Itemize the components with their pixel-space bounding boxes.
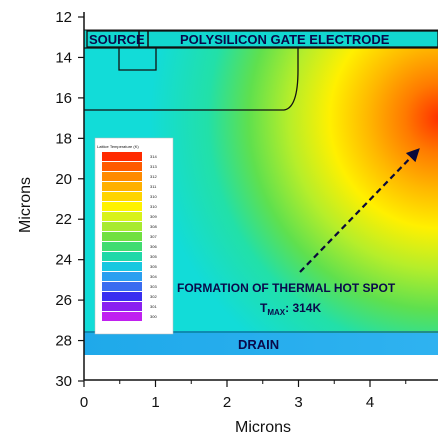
x-tick-label: 1 — [151, 394, 159, 411]
x-tick-label: 2 — [223, 394, 231, 411]
legend-swatch — [102, 182, 142, 191]
legend-value: 301 — [150, 304, 157, 309]
legend-swatch — [102, 302, 142, 311]
legend-value: 304 — [150, 274, 157, 279]
y-tick-label: 18 — [55, 130, 72, 147]
x-tick-label: 0 — [80, 394, 88, 411]
legend-swatch — [102, 232, 142, 241]
y-tick-label: 12 — [55, 9, 72, 26]
y-tick-label: 28 — [55, 333, 72, 350]
legend-value: 308 — [150, 224, 157, 229]
legend-swatch — [102, 272, 142, 281]
legend-swatch — [102, 172, 142, 181]
legend-value: 312 — [150, 174, 157, 179]
drain-label: DRAIN — [238, 337, 279, 352]
y-tick-label: 16 — [55, 90, 72, 107]
y-tick-label: 30 — [55, 373, 72, 390]
tmax-annotation: TMAX: 314K — [260, 301, 321, 317]
legend-value: 311 — [150, 184, 157, 189]
legend-swatch — [102, 282, 142, 291]
y-tick-label: 20 — [55, 171, 72, 188]
legend-value: 300 — [150, 314, 157, 319]
legend-value: 303 — [150, 284, 157, 289]
legend-swatch — [102, 202, 142, 211]
y-tick-label: 22 — [55, 211, 72, 228]
legend-value: 307 — [150, 234, 157, 239]
legend-swatch — [102, 222, 142, 231]
y-tick-label: 26 — [55, 292, 72, 309]
legend-swatch — [102, 262, 142, 271]
legend-value: 310 — [150, 194, 157, 199]
legend-value: 314 — [150, 154, 157, 159]
device-outlines — [84, 30, 438, 111]
x-axis-title: Microns — [235, 419, 291, 436]
legend-swatch — [102, 212, 142, 221]
y-tick-label: 24 — [55, 252, 72, 269]
legend-value: 310 — [150, 204, 157, 209]
gate-label: POLYSILICON GATE ELECTRODE — [180, 32, 390, 47]
x-tick-label: 4 — [366, 394, 374, 411]
legend-value: 305 — [150, 264, 157, 269]
legend-swatch — [102, 192, 142, 201]
legend-swatch — [102, 252, 142, 261]
source-label: SOURCE — [89, 32, 145, 47]
legend-value: 313 — [150, 164, 157, 169]
legend-value: 306 — [150, 244, 157, 249]
legend-value: 305 — [150, 254, 157, 259]
legend-title: Lattice Temperature (K) — [97, 144, 139, 149]
y-tick-label: 14 — [55, 49, 72, 66]
legend-swatch — [102, 152, 142, 161]
legend-swatch — [102, 312, 142, 321]
legend-swatch — [102, 162, 142, 171]
legend-swatch — [102, 242, 142, 251]
hot-spot-arrow — [299, 148, 420, 273]
x-tick-label: 3 — [294, 394, 302, 411]
legend-value: 309 — [150, 214, 157, 219]
y-axis-title: Microns — [17, 177, 34, 233]
legend-swatch — [102, 292, 142, 301]
legend-value: 302 — [150, 294, 157, 299]
temperature-legend: Lattice Temperature (K) 314 313 312 311 310 3… — [94, 137, 174, 335]
hot-spot-annotation: FORMATION OF THERMAL HOT SPOT — [177, 281, 396, 295]
